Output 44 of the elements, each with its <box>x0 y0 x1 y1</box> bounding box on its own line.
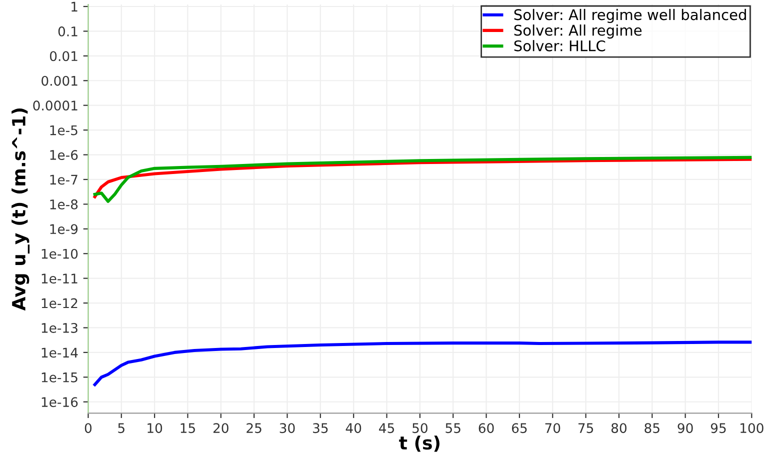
line-series <box>93 340 752 386</box>
y-tick-label: 1e-15 <box>42 372 78 382</box>
x-tick-label: 75 <box>578 423 594 434</box>
y-tick-label: 1e-13 <box>42 322 78 333</box>
x-tick-label: 10 <box>148 423 162 434</box>
y-tick-label: 1e-5 <box>50 125 78 136</box>
x-tick-label: 100 <box>740 423 764 434</box>
y-tick-label: 1e-10 <box>42 248 78 259</box>
legend-label: Solver: All regime well balanced <box>514 8 746 24</box>
y-tick-label: 1e-8 <box>50 199 78 210</box>
x-tick-label: 20 <box>213 423 228 434</box>
y-tick-label: 1e-6 <box>50 150 78 160</box>
y-tick-label: 1e-16 <box>42 397 78 408</box>
x-tick-label: 90 <box>678 423 693 434</box>
y-tick-label: 0.1 <box>58 26 78 36</box>
x-tick-label: 60 <box>478 423 494 434</box>
x-tick-label: 40 <box>346 423 362 434</box>
x-tick-label: 45 <box>379 423 394 434</box>
y-tick-label: 1e-11 <box>42 274 78 284</box>
x-tick-label: 65 <box>512 423 527 434</box>
x-tick-label: 0 <box>84 423 92 434</box>
legend-label: Solver: All regime <box>514 24 642 39</box>
y-axis-title: Avg u_y (t) (m.s^-1) <box>12 108 30 311</box>
y-tick-label: 1e-14 <box>42 348 78 358</box>
x-tick-label: 95 <box>710 423 726 434</box>
y-tick-label: 0.0001 <box>33 100 78 111</box>
x-tick-label: 55 <box>446 423 460 434</box>
x-tick-label: 80 <box>611 423 626 434</box>
y-tick-label: 1e-7 <box>50 174 78 185</box>
y-tick-label: 0.001 <box>42 76 78 86</box>
x-tick-label: 5 <box>118 423 124 434</box>
y-tick-label: 1 <box>72 2 78 12</box>
y-tick-label: 0.01 <box>50 51 78 62</box>
x-axis-title: t (s) <box>399 436 440 452</box>
y-tick-label: 1e-12 <box>42 298 78 308</box>
x-tick-label: 50 <box>412 423 428 434</box>
x-tick-label: 70 <box>545 423 560 434</box>
x-tick-label: 35 <box>313 423 328 434</box>
x-tick-label: 15 <box>180 423 195 434</box>
legend-label: Solver: HLLC <box>514 40 606 52</box>
x-tick-label: 85 <box>644 423 660 434</box>
x-tick-label: 30 <box>280 423 295 434</box>
x-tick-label: 25 <box>246 423 262 434</box>
y-tick-label: 1e-9 <box>50 224 78 234</box>
